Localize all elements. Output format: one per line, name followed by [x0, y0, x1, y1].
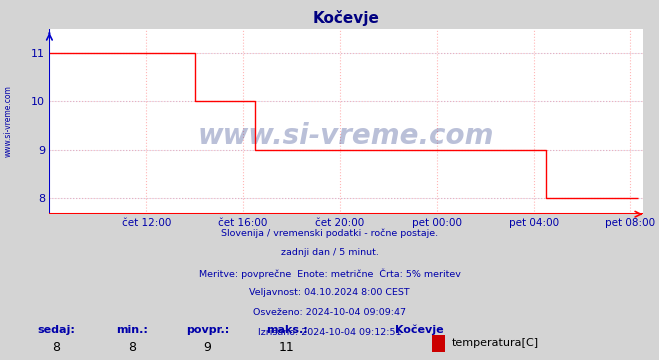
- Title: Kočevje: Kočevje: [312, 10, 380, 26]
- Text: Osveženo: 2024-10-04 09:09:47: Osveženo: 2024-10-04 09:09:47: [253, 308, 406, 317]
- Text: maks.:: maks.:: [266, 325, 308, 335]
- Text: Meritve: povprečne  Enote: metrične  Črta: 5% meritev: Meritve: povprečne Enote: metrične Črta:…: [198, 268, 461, 279]
- Text: min.:: min.:: [116, 325, 148, 335]
- Text: Veljavnost: 04.10.2024 8:00 CEST: Veljavnost: 04.10.2024 8:00 CEST: [249, 288, 410, 297]
- Text: Izrisano: 2024-10-04 09:12:51: Izrisano: 2024-10-04 09:12:51: [258, 328, 401, 337]
- Text: zadnji dan / 5 minut.: zadnji dan / 5 minut.: [281, 248, 378, 257]
- Text: temperatura[C]: temperatura[C]: [451, 338, 538, 348]
- Text: 8: 8: [52, 341, 60, 354]
- Text: sedaj:: sedaj:: [37, 325, 75, 335]
- Text: 8: 8: [128, 341, 136, 354]
- Text: Kočevje: Kočevje: [395, 324, 444, 335]
- Text: povpr.:: povpr.:: [186, 325, 229, 335]
- Text: 11: 11: [279, 341, 295, 354]
- Text: 9: 9: [204, 341, 212, 354]
- Text: www.si-vreme.com: www.si-vreme.com: [3, 86, 13, 157]
- Text: www.si-vreme.com: www.si-vreme.com: [198, 122, 494, 150]
- Text: Slovenija / vremenski podatki - ročne postaje.: Slovenija / vremenski podatki - ročne po…: [221, 229, 438, 238]
